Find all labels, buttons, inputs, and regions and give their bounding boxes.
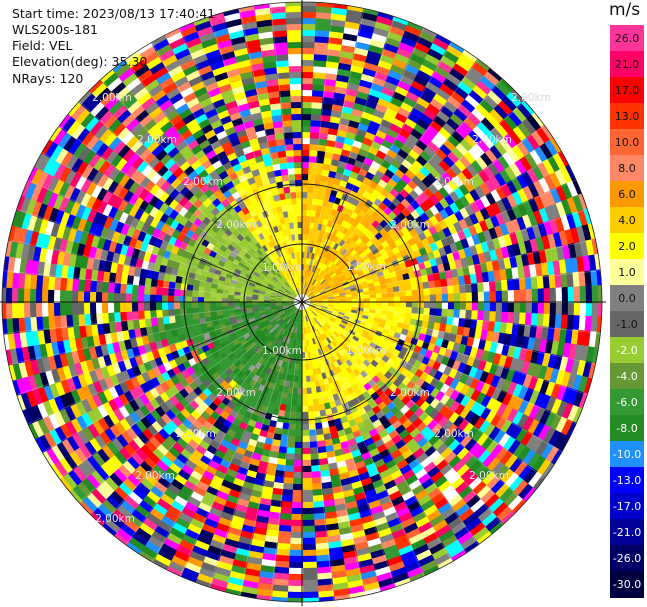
range-label: 2.00km	[390, 219, 430, 231]
range-labels: 1.00km 1.00km 1.00km 1.00km 2.00km 2.00km 2.00…	[92, 92, 551, 525]
colorbar-tick-label: -10.0	[612, 447, 642, 461]
azimuth-line	[256, 192, 303, 303]
colorbar-tick-label: 4.0	[618, 213, 636, 227]
range-label: 1.00km	[346, 345, 386, 357]
colorbar-tick-label: -2.0	[616, 343, 638, 357]
start-time-label: Start time: 2023/08/13 17:40:41	[12, 6, 216, 21]
range-label: 2.00km	[95, 513, 135, 525]
colorbar-segment	[610, 233, 644, 260]
range-label: 1.00km	[262, 345, 302, 357]
range-label: 2.00km	[472, 134, 512, 146]
colorbar-segment	[610, 311, 644, 338]
colorbar-segment	[610, 103, 644, 130]
field-label: Field: VEL	[12, 38, 73, 53]
colorbar-segment	[610, 415, 644, 442]
range-label: 2.00km	[390, 387, 430, 399]
elevation-label: Elevation(deg): 35.30	[12, 54, 148, 69]
colorbar-tick-label: -4.0	[616, 369, 638, 383]
range-label: 2.00km	[216, 387, 256, 399]
range-label: 2.00km	[176, 428, 216, 440]
colorbar-segment	[610, 389, 644, 416]
range-rings	[0, 0, 606, 606]
colorbar-tick-label: 21.0	[614, 57, 640, 71]
colorbar-unit: m/s	[609, 0, 641, 20]
range-label: 1.00km	[262, 262, 302, 274]
colorbar-segment	[610, 337, 644, 364]
azimuth-line	[192, 301, 303, 348]
colorbar-tick-label: 2.0	[618, 239, 636, 253]
colorbar-segment	[610, 493, 644, 520]
colorbar-tick-label: -30.0	[612, 577, 642, 591]
colorbar-tick-label: -21.0	[612, 525, 642, 539]
azimuth-line	[256, 301, 303, 412]
azimuth-line	[301, 301, 348, 412]
colorbar-segment	[610, 363, 644, 390]
range-label: 2.00km	[183, 176, 223, 188]
colorbar-tick-label: -17.0	[612, 499, 642, 513]
colorbar-tick-label: 1.0	[618, 265, 636, 279]
azimuth-line	[301, 256, 412, 303]
azimuth-line	[301, 192, 348, 303]
range-label: 1.00km	[346, 261, 386, 273]
station-label: WLS200s-181	[12, 22, 98, 37]
colorbar-tick-label: 0.0	[618, 291, 636, 305]
colorbar-tick-label: -13.0	[612, 473, 642, 487]
colorbar-segment	[610, 519, 644, 546]
colorbar-tick-label: 13.0	[614, 109, 640, 123]
colorbar-tick-label: 17.0	[614, 83, 640, 97]
range-label: 2.00km	[434, 428, 474, 440]
colorbar-tick-label: -8.0	[616, 421, 638, 435]
colorbar-segment	[610, 285, 644, 312]
colorbar-tick-label: -6.0	[616, 395, 638, 409]
colorbar-segment	[610, 441, 644, 468]
colorbar-tick-label: 26.0	[614, 31, 640, 45]
colorbar-tick-label: -1.0	[616, 317, 638, 331]
colorbar-segment	[610, 259, 644, 286]
range-label: 2.00km	[434, 176, 474, 188]
colorbar-segment	[610, 25, 644, 52]
colorbar-tick-label: 10.0	[614, 135, 640, 149]
colorbar-segment	[610, 51, 644, 78]
colorbar-segment	[610, 129, 644, 156]
azimuth-line	[301, 301, 412, 348]
radar-velocity-field	[1, 1, 603, 603]
colorbar-segment	[610, 155, 644, 182]
colorbar-segment	[610, 77, 644, 104]
range-label: 2.00km	[137, 134, 177, 146]
colorbar-segment	[610, 207, 644, 234]
range-label: 2.00km	[135, 470, 175, 482]
colorbar-segment	[610, 181, 644, 208]
range-label: 2.00km	[511, 92, 551, 104]
colorbar-tick-label: 8.0	[618, 161, 636, 175]
range-label: 2.00km	[216, 219, 256, 231]
range-label: 2.00km	[469, 470, 509, 482]
colorbar-tick-label: -26.0	[612, 551, 642, 565]
colorbar-tick-label: 6.0	[618, 187, 636, 201]
azimuth-line	[192, 256, 303, 303]
colorbar-segment	[610, 571, 644, 598]
nrays-label: NRays: 120	[12, 71, 84, 86]
range-label: 2.00km	[92, 92, 132, 104]
colorbar-segment	[610, 545, 644, 572]
colorbar-segment	[610, 467, 644, 494]
